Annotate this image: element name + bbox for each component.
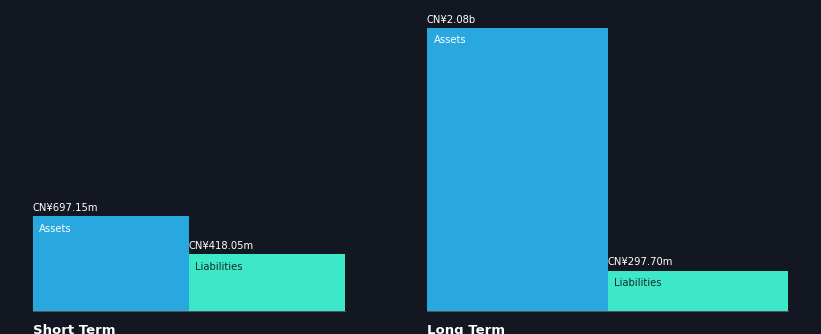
Text: Liabilities: Liabilities xyxy=(195,262,243,272)
Text: Assets: Assets xyxy=(433,35,466,45)
Text: CN¥2.08b: CN¥2.08b xyxy=(427,15,476,25)
Text: Assets: Assets xyxy=(39,223,72,233)
Text: CN¥697.15m: CN¥697.15m xyxy=(33,203,99,213)
Text: Short Term: Short Term xyxy=(33,324,115,334)
Text: Long Term: Long Term xyxy=(427,324,505,334)
Text: CN¥297.70m: CN¥297.70m xyxy=(608,258,673,268)
Bar xyxy=(427,28,608,311)
Text: CN¥418.05m: CN¥418.05m xyxy=(189,241,254,251)
Bar xyxy=(608,271,788,311)
Text: Liabilities: Liabilities xyxy=(614,278,662,288)
Bar xyxy=(189,255,345,311)
Bar xyxy=(33,216,189,311)
